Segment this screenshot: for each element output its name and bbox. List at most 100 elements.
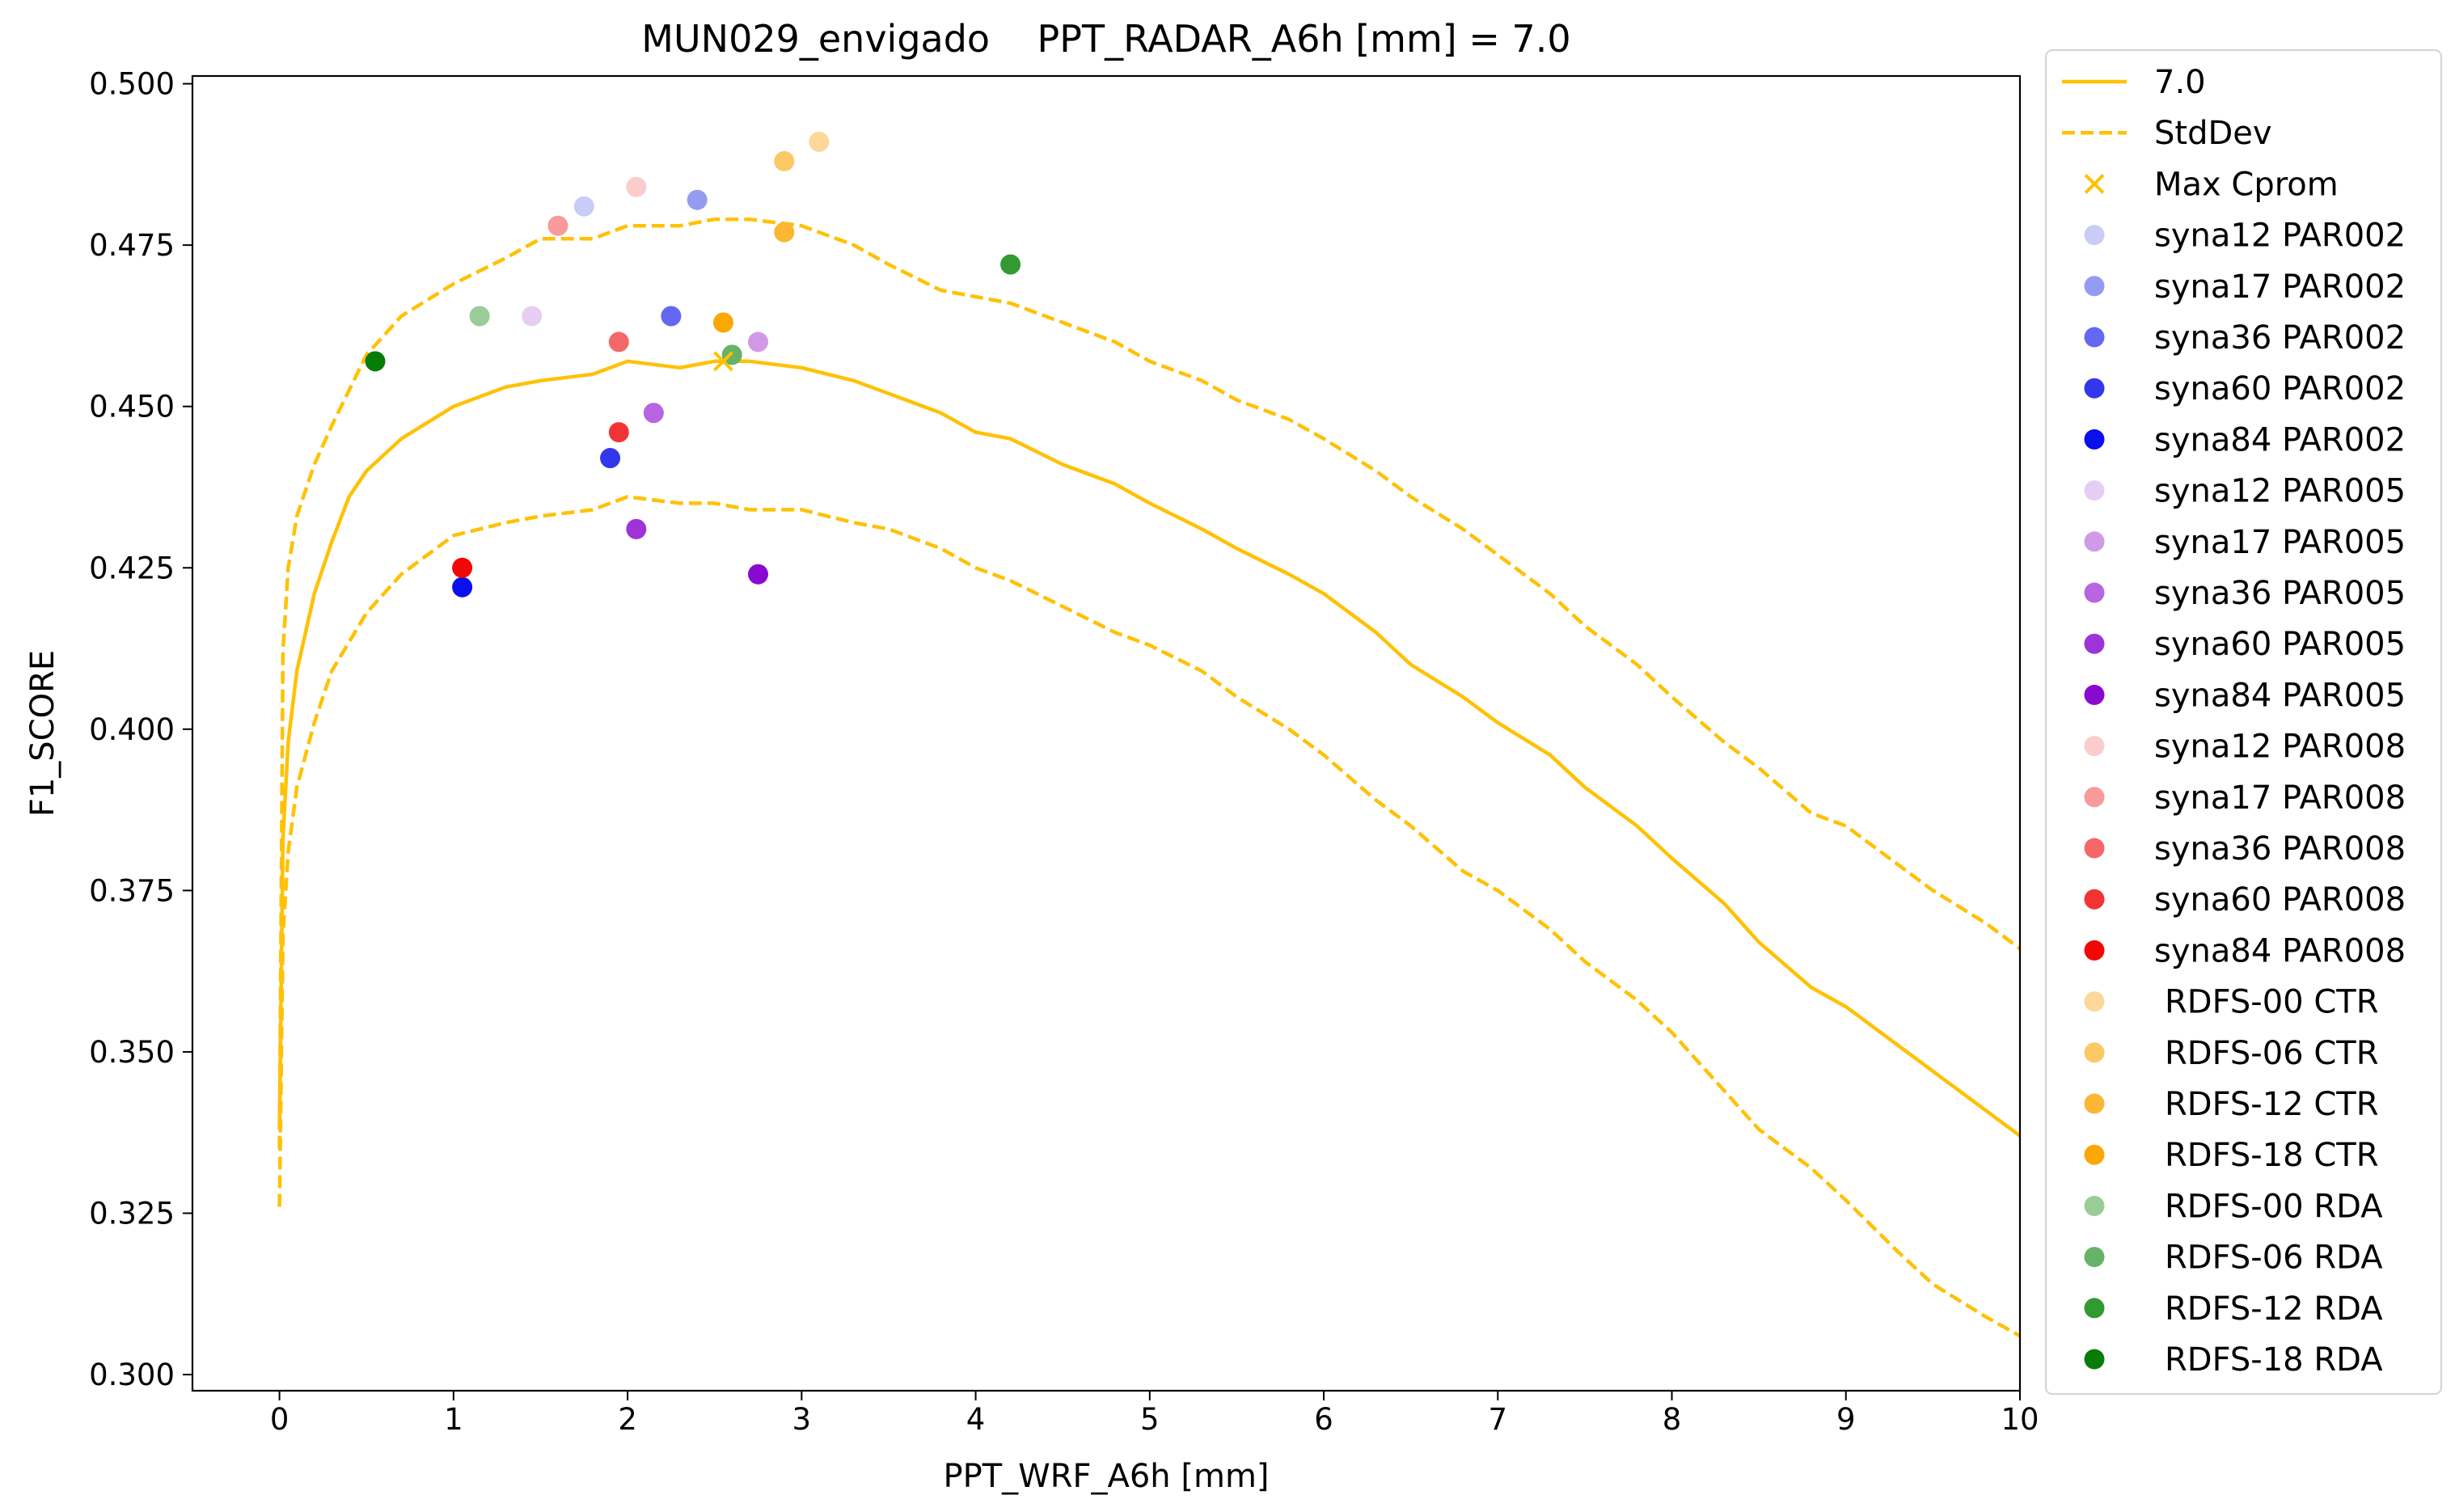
legend-label: syna17 PAR008 [2154, 779, 2406, 817]
x-tick-label: 6 [1314, 1402, 1333, 1437]
legend-handle-max-cprom-stroke-b [2084, 173, 2105, 194]
plot-area [191, 74, 2022, 1392]
stddev-upper-line [277, 217, 2022, 1149]
x-tick-label: 10 [2001, 1402, 2039, 1437]
legend-label: syna60 PAR002 [2154, 370, 2406, 408]
x-tick-label: 8 [1663, 1402, 1682, 1437]
stddev-lower-line [277, 495, 2022, 1338]
max-cprom-marker [713, 351, 733, 372]
legend-label: syna60 PAR005 [2154, 626, 2406, 663]
legend-label: RDFS-06 RDA [2165, 1240, 2383, 1277]
scatter-point-0 [573, 196, 594, 217]
scatter-point-7 [643, 403, 664, 424]
legend-handle-point-2 [2084, 327, 2105, 348]
y-tick-label: 0.500 [89, 67, 175, 102]
plot-frame [191, 74, 2022, 1392]
scatter-point-13 [608, 422, 629, 443]
mean-line [277, 359, 2022, 1138]
legend-handle-point-1 [2084, 276, 2105, 297]
legend-handle-point-5 [2084, 480, 2105, 501]
legend-label: syna12 PAR008 [2154, 729, 2406, 766]
x-axis-label: PPT_WRF_A6h [mm] [943, 1458, 1269, 1495]
legend-label: RDFS-12 CTR [2165, 1086, 2379, 1123]
scatter-point-18 [712, 312, 733, 333]
scatter-point-16 [774, 150, 795, 171]
x-tick-label: 1 [444, 1402, 463, 1437]
scatter-point-8 [626, 518, 647, 539]
legend-label: Max Cprom [2154, 166, 2339, 203]
legend-handle-point-10 [2084, 736, 2105, 757]
legend-label: syna12 PAR005 [2154, 473, 2406, 510]
scatter-point-19 [469, 306, 490, 327]
scatter-point-9 [748, 564, 769, 585]
y-tick-label: 0.325 [89, 1196, 175, 1231]
legend-handle-point-8 [2084, 633, 2105, 654]
legend-handle-point-3 [2084, 378, 2105, 399]
y-tick-label: 0.425 [89, 551, 175, 585]
legend-label: syna60 PAR008 [2154, 881, 2406, 919]
scatter-point-12 [608, 332, 629, 353]
legend-handle-point-14 [2084, 940, 2105, 961]
scatter-point-1 [687, 189, 708, 210]
legend-handle-point-20 [2084, 1247, 2105, 1268]
scatter-point-22 [365, 351, 386, 372]
legend-label: syna84 PAR002 [2154, 421, 2406, 458]
x-tick-label: 0 [270, 1402, 289, 1437]
legend-handle-point-18 [2084, 1144, 2105, 1165]
y-axis-label: F1_SCORE [24, 650, 61, 817]
scatter-point-10 [626, 176, 647, 197]
max-cprom-marker-stroke-b [713, 351, 733, 372]
legend-handle-point-16 [2084, 1042, 2105, 1063]
legend-label: RDFS-12 RDA [2165, 1290, 2383, 1328]
legend-label: StdDev [2154, 115, 2272, 152]
scatter-point-11 [547, 215, 568, 236]
legend-handle-point-7 [2084, 582, 2105, 603]
x-tick-label: 5 [1140, 1402, 1160, 1437]
scatter-point-15 [809, 131, 830, 152]
y-axis: 0.300 0.325 0.350 0.375 0.400 0.425 0.450 0.475… [89, 67, 192, 1392]
legend-handle-point-15 [2084, 991, 2105, 1012]
legend-label: RDFS-18 CTR [2165, 1137, 2379, 1174]
legend: 7.0 StdDev Max Cprom syna12 PAR002 syna17 PA… [2044, 49, 2443, 1396]
y-tick-label: 0.450 [89, 390, 175, 424]
x-tick-label: 3 [792, 1402, 812, 1437]
legend-label: syna84 PAR005 [2154, 677, 2406, 714]
chart-title: MUN029_envigado PPT_RADAR_A6h [mm] = 7.0 [641, 17, 1570, 61]
legend-label: 7.0 [2154, 64, 2206, 101]
y-tick-label: 0.300 [89, 1358, 175, 1392]
legend-label: RDFS-00 RDA [2165, 1188, 2383, 1225]
legend-handle-max-cprom [2084, 173, 2105, 194]
legend-handle-point-22 [2084, 1349, 2105, 1370]
legend-label: RDFS-06 CTR [2165, 1035, 2379, 1072]
x-tick-label: 2 [618, 1402, 637, 1437]
x-tick-label: 4 [966, 1402, 986, 1437]
legend-handle-point-19 [2084, 1195, 2105, 1216]
legend-handle-point-6 [2084, 531, 2105, 552]
legend-label: syna17 PAR002 [2154, 268, 2406, 306]
scatter-point-14 [452, 557, 473, 578]
legend-label: RDFS-18 RDA [2165, 1341, 2383, 1379]
x-axis: 0 1 2 3 4 5 6 7 8 9 10 [270, 1391, 2039, 1437]
legend-label: RDFS-00 CTR [2165, 984, 2379, 1021]
legend-label: syna84 PAR008 [2154, 932, 2406, 969]
scatter-point-5 [522, 306, 543, 327]
legend-label: syna36 PAR002 [2154, 319, 2406, 357]
legend-handle-point-9 [2084, 684, 2105, 705]
points-layer [365, 131, 1021, 598]
scatter-point-4 [452, 577, 473, 598]
legend-label: syna12 PAR002 [2154, 218, 2406, 255]
x-tick-label: 9 [1836, 1402, 1856, 1437]
scatter-point-6 [748, 332, 769, 353]
legend-handle-point-0 [2084, 225, 2105, 246]
legend-label: syna36 PAR005 [2154, 575, 2406, 612]
y-tick-label: 0.375 [89, 873, 175, 908]
x-tick-label: 7 [1489, 1402, 1508, 1437]
legend-handle-point-12 [2084, 838, 2105, 859]
legend-handle-point-11 [2084, 787, 2105, 808]
legend-handle-point-21 [2084, 1298, 2105, 1319]
legend-handle-point-4 [2084, 429, 2105, 450]
legend-handle-point-17 [2084, 1093, 2105, 1114]
scatter-point-21 [1000, 254, 1021, 275]
legend-handle-point-13 [2084, 889, 2105, 910]
